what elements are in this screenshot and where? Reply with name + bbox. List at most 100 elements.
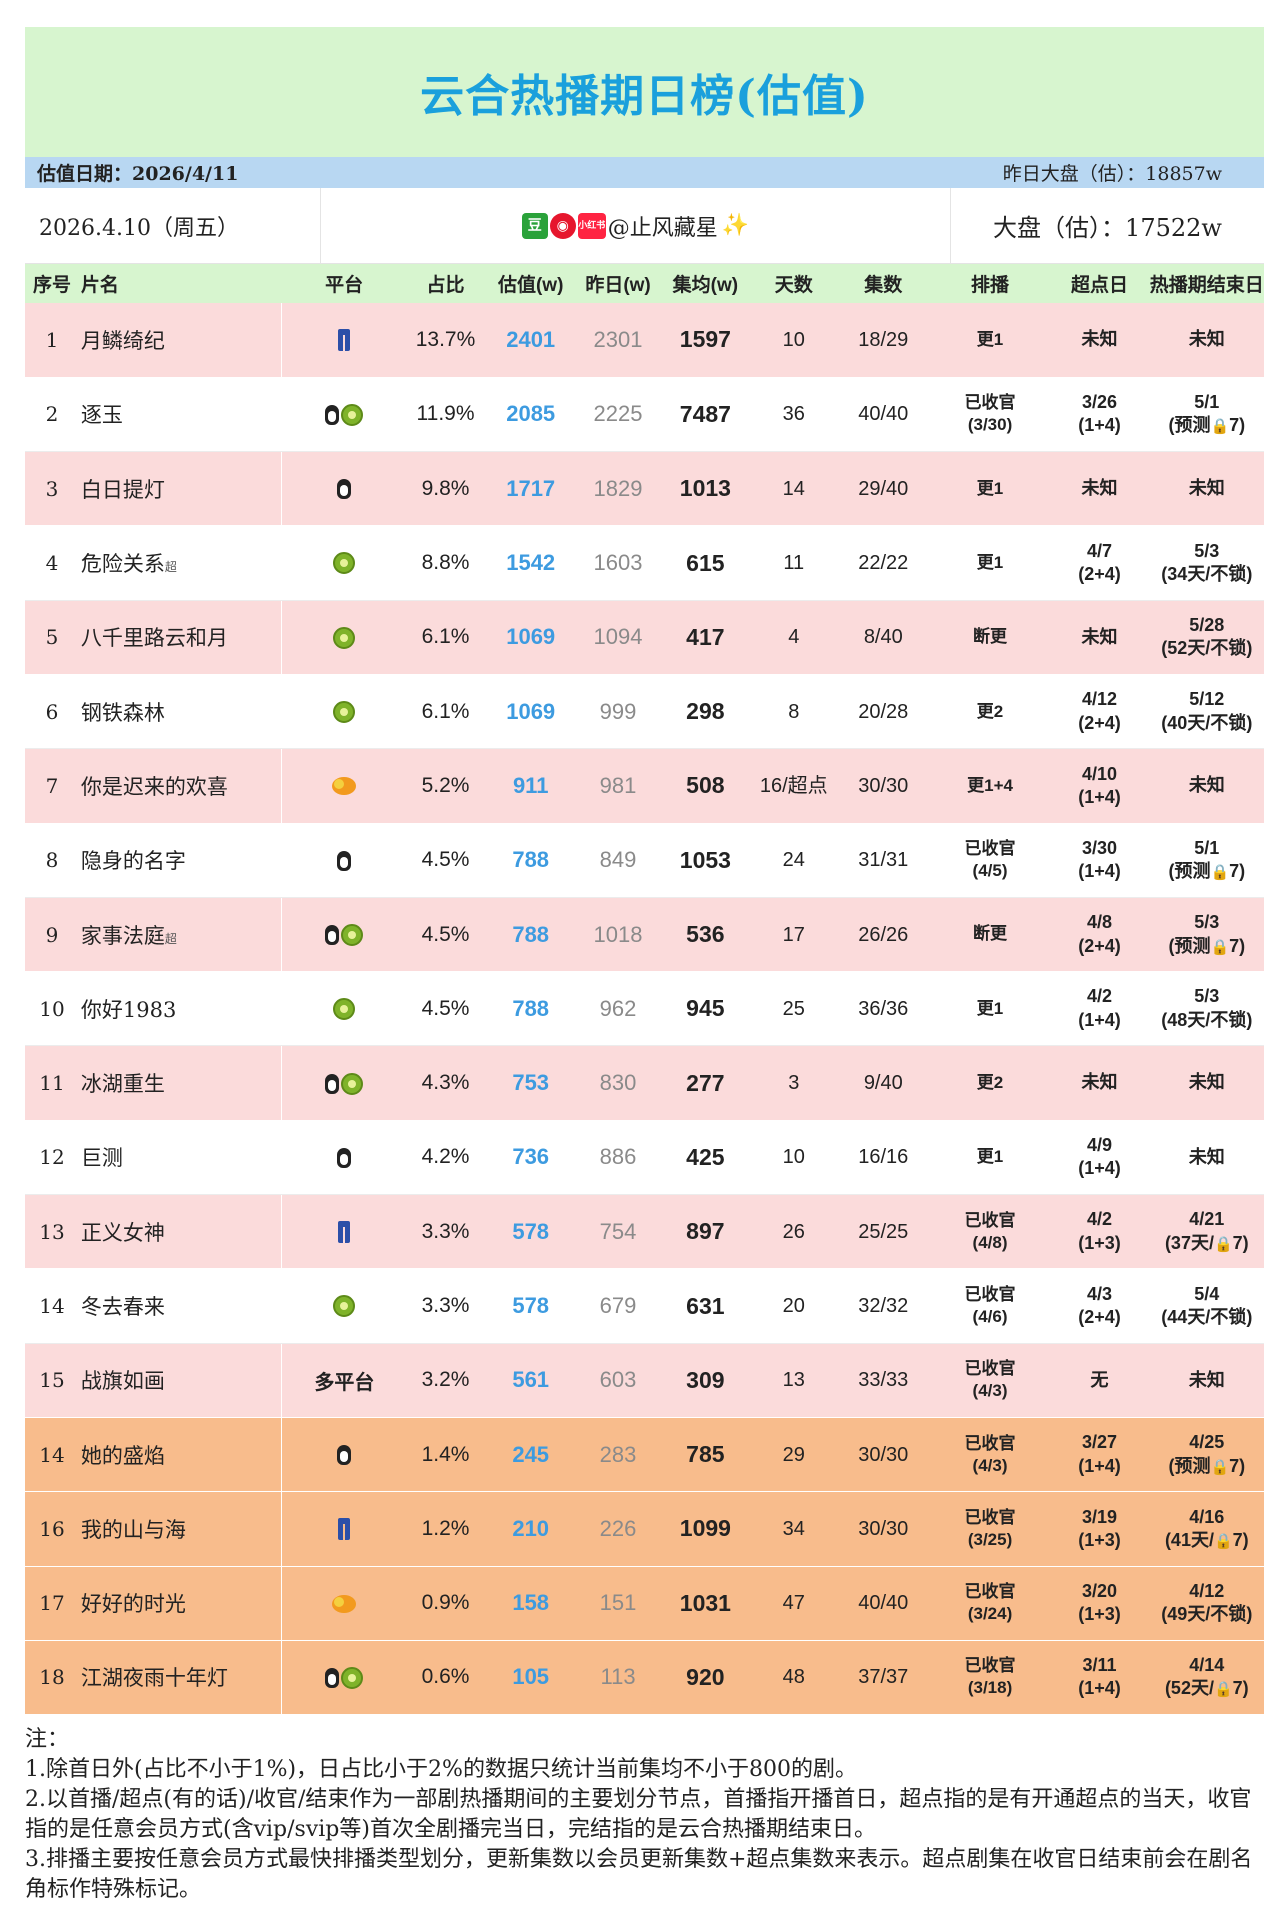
tencent-penguin-icon: [325, 924, 340, 945]
lock-icon: 🔒: [1213, 1532, 1233, 1550]
note-line: 2.以首播/超点(有的话)/收官/结束作为一部剧热播期间的主要划分节点，首播指开…: [25, 1787, 1252, 1842]
share-cell: 3.2%: [406, 1343, 485, 1418]
episode-avg-cell: 785: [659, 1417, 752, 1493]
iqiyi-kiwi-icon: [341, 403, 364, 426]
end-date-cell: 5/4 (44天/不锁): [1149, 1268, 1264, 1344]
rank-cell: 14: [25, 1268, 79, 1344]
title-cell: 逐玉: [78, 377, 283, 453]
platform-cell: [281, 823, 407, 898]
estimate-cell: 158: [484, 1566, 578, 1641]
episode-avg-cell: 7487: [659, 377, 752, 453]
title-cell: 我的山与海: [78, 1491, 283, 1567]
platform-cell: [281, 1566, 407, 1641]
column-header: 集数: [835, 264, 931, 303]
platform-cell: [281, 377, 407, 453]
title-cell: 你是迟来的欢喜: [78, 748, 283, 824]
days-cell: 48: [751, 1640, 836, 1716]
super-point-cell: 4/2 (1+3): [1049, 1194, 1150, 1270]
end-date-cell: 5/3 (48天/不锁): [1149, 971, 1264, 1047]
share-cell: 4.5%: [406, 897, 485, 973]
schedule-cell: 更1: [930, 1120, 1050, 1196]
yesterday-cell: 1603: [577, 525, 659, 601]
share-cell: 8.8%: [406, 525, 485, 601]
episodes-cell: 36/36: [835, 971, 931, 1047]
yesterday-cell: 886: [577, 1120, 659, 1196]
end-date-cell: 5/3 (34天/不锁): [1149, 525, 1264, 601]
platform-cell: [281, 674, 407, 750]
table-row: 12 巨测 4.2% 736 886 425 10 16/16 更1 4/9 (1+4) 未知: [25, 1120, 1264, 1196]
yesterday-cell: 151: [577, 1566, 659, 1641]
episodes-cell: 26/26: [835, 897, 931, 973]
yesterday-cell: 962: [577, 971, 659, 1047]
table-row: 14 冬去春来 3.3% 578 679 631 20 32/32 已收官 (4/6) 4/3 (2+…: [25, 1268, 1264, 1344]
super-point-cell: 4/8 (2+4): [1049, 897, 1150, 973]
table-row: 2 逐玉 11.9% 2085 2225 7487 36 40/40 已收官 (3/30) 3/26…: [25, 377, 1264, 453]
episode-avg-cell: 298: [659, 674, 752, 750]
episodes-cell: 25/25: [835, 1194, 931, 1270]
super-point-cell: 未知: [1049, 1045, 1150, 1121]
column-header: 估值(w): [484, 264, 578, 303]
rank-cell: 8: [25, 823, 79, 898]
table-row: 13 正义女神 3.3% 578 754 897 26 25/25 已收官 (4/8) 4/2 (1+…: [25, 1194, 1264, 1270]
episode-avg-cell: 1013: [659, 451, 752, 527]
super-point-cell: 4/7 (2+4): [1049, 525, 1150, 601]
rank-cell: 11: [25, 1045, 79, 1121]
rank-cell: 7: [25, 748, 79, 824]
platform-cell: [281, 1268, 407, 1344]
episodes-cell: 37/37: [835, 1640, 931, 1716]
iqiyi-kiwi-icon: [333, 701, 356, 724]
episode-avg-cell: 615: [659, 525, 752, 601]
end-date-cell: 未知: [1149, 1120, 1264, 1196]
iqiyi-kiwi-icon: [333, 1295, 356, 1318]
yesterday-cell: 1829: [577, 451, 659, 527]
episodes-cell: 40/40: [835, 377, 931, 453]
episode-avg-cell: 309: [659, 1343, 752, 1418]
share-cell: 9.8%: [406, 451, 485, 527]
share-cell: 4.5%: [406, 823, 485, 898]
estimate-cell: 578: [484, 1268, 578, 1344]
end-date-cell: 5/1 (预测🔒7): [1149, 823, 1264, 898]
yesterday-total: 昨日大盘（估）：18857w: [1002, 163, 1222, 185]
table-header: 序号 片名 平台 占比 估值(w) 昨日(w) 集均(w) 天数 集数 排播 超点日 热播期结束日: [25, 264, 1264, 303]
estimate-cell: 788: [484, 971, 578, 1047]
schedule-cell: 已收官 (4/8): [930, 1194, 1050, 1270]
tencent-penguin-icon: [337, 1445, 352, 1466]
super-point-cell: 4/12 (2+4): [1049, 674, 1150, 750]
episode-avg-cell: 536: [659, 897, 752, 973]
column-header: 占比: [406, 264, 485, 303]
schedule-cell: 已收官 (4/5): [930, 823, 1050, 898]
rank-cell: 4: [25, 525, 79, 601]
estimate-cell: 1069: [484, 674, 578, 750]
title-cell: 江湖夜雨十年灯: [78, 1640, 283, 1716]
end-date-cell: 4/12 (49天/不锁): [1149, 1566, 1264, 1641]
lock-icon: 🔒: [1210, 418, 1230, 436]
estimate-date: 估值日期：2026/4/11: [37, 163, 239, 185]
days-cell: 10: [751, 1120, 836, 1196]
table-row: 7 你是迟来的欢喜 5.2% 911 981 508 16/超点 30/30 更1+4 4/10(…: [25, 748, 1264, 824]
schedule-cell: 更1: [930, 303, 1050, 378]
column-header: 昨日(w): [577, 264, 659, 303]
yesterday-cell: 981: [577, 748, 659, 824]
rank-cell: 17: [25, 1566, 79, 1641]
days-cell: 3: [751, 1045, 836, 1121]
episode-avg-cell: 425: [659, 1120, 752, 1196]
title-cell: 战旗如画: [78, 1343, 283, 1418]
title-cell: 钢铁森林: [78, 674, 283, 750]
share-cell: 4.2%: [406, 1120, 485, 1196]
iqiyi-kiwi-icon: [333, 552, 356, 575]
table-row: 15 战旗如画 多平台 3.2% 561 603 309 13 33/33 已收官 (4/3) 无未知: [25, 1343, 1264, 1418]
iqiyi-kiwi-icon: [341, 1072, 364, 1095]
schedule-cell: 更1: [930, 525, 1050, 601]
lock-icon: 🔒: [1210, 938, 1230, 956]
super-point-cell: 3/27 (1+4): [1049, 1417, 1150, 1493]
super-point-cell: 3/30 (1+4): [1049, 823, 1150, 898]
estimate-cell: 245: [484, 1417, 578, 1493]
end-date-cell: 5/28 (52天/不锁): [1149, 600, 1264, 675]
yesterday-cell: 1018: [577, 897, 659, 973]
note-line: 1.除首日外(占比不小于1%)，日占比小于2%的数据只统计当前集均不小于800的…: [25, 1757, 857, 1782]
days-cell: 36: [751, 377, 836, 453]
estimate-cell: 1069: [484, 600, 578, 675]
yesterday-cell: 679: [577, 1268, 659, 1344]
episode-avg-cell: 897: [659, 1194, 752, 1270]
episodes-cell: 40/40: [835, 1566, 931, 1641]
